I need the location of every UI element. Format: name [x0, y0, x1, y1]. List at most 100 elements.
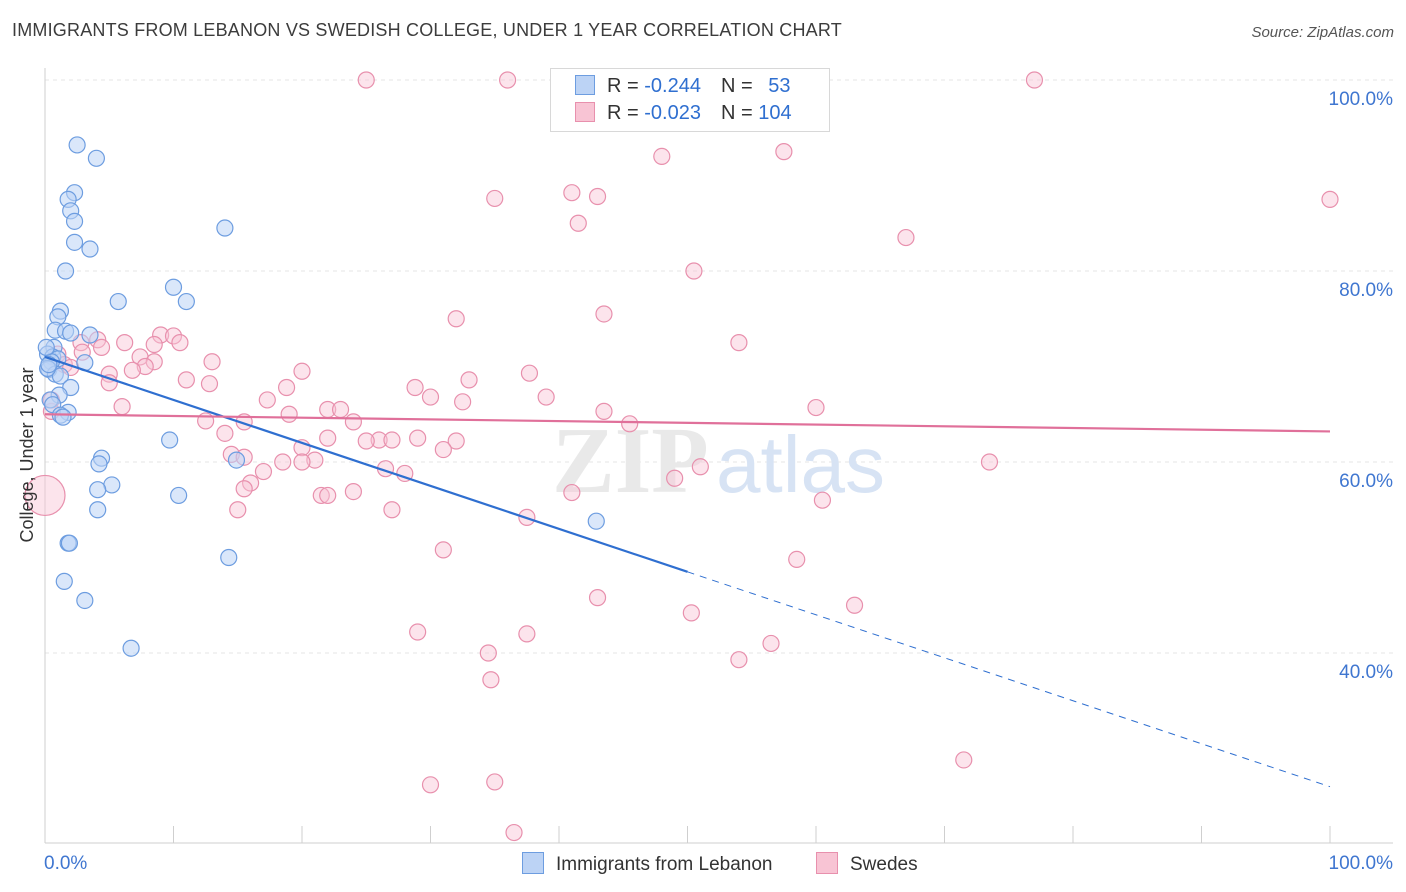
lebanon-point-42 — [170, 486, 188, 505]
swedes-point-1 — [499, 71, 517, 89]
swedes-point-29 — [203, 353, 221, 371]
lebanon-point-37 — [227, 451, 246, 469]
swedes-point-101 — [486, 773, 504, 791]
swedes-point-34 — [520, 364, 539, 382]
legend-r-label-2: R = — [607, 102, 645, 124]
blue-swatch-icon — [575, 75, 595, 95]
pink-square-icon — [816, 852, 838, 874]
lebanon-point-44 — [587, 512, 605, 530]
swedes-point-14 — [595, 305, 613, 323]
y-axis-label: College, Under 1 year — [17, 367, 37, 542]
swedes-point-70 — [293, 453, 311, 471]
swedes-point-8 — [486, 189, 504, 208]
swedes-point-52 — [280, 405, 298, 423]
lebanon-point-0 — [68, 136, 86, 154]
swedes-point-99 — [955, 751, 973, 769]
swedes-point-92 — [845, 596, 864, 614]
swedes-point-82 — [563, 483, 581, 502]
swedes-point-69 — [274, 453, 292, 471]
lebanon-point-47 — [220, 548, 238, 567]
lebanon-point-52 — [37, 338, 55, 356]
swedes-point-44 — [454, 393, 472, 411]
swedes-point-30 — [136, 357, 154, 376]
swedes-point-95 — [762, 634, 780, 653]
legend-row-lebanon: R = -0.244 N = 53 — [575, 75, 790, 99]
lebanon-point-8 — [81, 240, 99, 258]
lebanon-point-7 — [65, 233, 84, 251]
lebanon-point-50 — [122, 639, 140, 657]
legend-n-value-2: 104 — [758, 102, 792, 124]
swedes-point-16 — [164, 327, 183, 345]
swedes-point-40 — [277, 378, 296, 397]
swedes-point-84 — [229, 501, 247, 519]
swedes-point-88 — [434, 541, 452, 559]
swedes-point-59 — [370, 431, 388, 449]
legend-r-value-2: -0.023 — [644, 102, 701, 124]
y-tick-label: 40.0% — [1339, 662, 1393, 683]
swedes-point-21 — [730, 334, 748, 352]
swedes-point-87 — [24, 474, 66, 517]
swedes-point-55 — [344, 413, 362, 431]
lebanon-point-6 — [216, 219, 234, 237]
pink-swatch-icon — [575, 102, 595, 122]
lebanon-point-17 — [62, 324, 80, 342]
swedes-point-42 — [258, 391, 276, 409]
lebanon-point-46 — [60, 534, 79, 552]
swedes-trendline — [44, 413, 1331, 433]
legend-n-label-1: N = — [720, 75, 759, 97]
x-tick-label-start: 0.0% — [44, 853, 87, 874]
trendlines — [44, 355, 1331, 788]
y-tick-label: 80.0% — [1339, 280, 1393, 301]
legend-n-value-1: 53 — [768, 75, 791, 97]
swedes-point-3 — [1025, 71, 1044, 89]
swedes-point-62 — [447, 432, 465, 450]
swedes-point-81 — [319, 486, 337, 505]
lebanon-point-9 — [56, 262, 75, 280]
swedes-point-94 — [518, 625, 536, 643]
lebanon-point-18 — [81, 326, 99, 344]
lebanon-point-12 — [109, 292, 127, 311]
swedes-point-60 — [383, 431, 401, 449]
legend-row-swedes: R = -0.023 N = 104 — [575, 102, 792, 126]
swedes-point-43 — [421, 388, 440, 406]
lebanon-point-1 — [87, 149, 106, 167]
swedes-point-22 — [145, 335, 163, 354]
blue-square-icon — [522, 852, 544, 874]
bottom-legend-label-1: Immigrants from Lebanon — [556, 854, 773, 875]
swedes-point-10 — [569, 214, 587, 232]
swedes-point-32 — [123, 361, 141, 379]
axes — [44, 68, 1393, 844]
y-tick-label: 100.0% — [1329, 89, 1394, 110]
swedes-point-68 — [306, 451, 324, 469]
swedes-point-12 — [685, 262, 703, 280]
legend-r-value-1: -0.244 — [644, 75, 701, 97]
swedes-point-18 — [116, 334, 134, 352]
swedes-point-56 — [621, 415, 639, 433]
swedes-point-77 — [242, 474, 260, 492]
watermark-zip: ZIP — [552, 409, 709, 513]
lebanon-point-35 — [54, 408, 72, 426]
swedes-point-58 — [319, 429, 337, 447]
swedes-point-80 — [312, 486, 330, 505]
swedes-point-50 — [595, 402, 613, 420]
swedes-point-79 — [344, 483, 362, 501]
swedes-point-98 — [482, 671, 500, 689]
swedes-point-37 — [460, 371, 478, 389]
swedes-point-49 — [331, 400, 350, 419]
lebanon-trendline — [44, 355, 688, 573]
swedes-point-41 — [406, 378, 424, 397]
swedes-point-13 — [447, 310, 465, 328]
swedes-point-27 — [145, 353, 163, 371]
swedes-point-78 — [235, 480, 253, 498]
swedes-point-72 — [691, 458, 709, 476]
swedes-point-57 — [216, 424, 234, 442]
swedes-point-65 — [434, 440, 452, 459]
swedes-point-90 — [588, 589, 607, 607]
lebanon-point-5 — [65, 212, 84, 230]
swedes-point-36 — [177, 371, 195, 389]
swedes-point-63 — [357, 432, 375, 450]
swedes-point-15 — [152, 326, 170, 344]
legend-r-label-1: R = — [607, 75, 645, 97]
lebanon-point-49 — [76, 591, 94, 610]
